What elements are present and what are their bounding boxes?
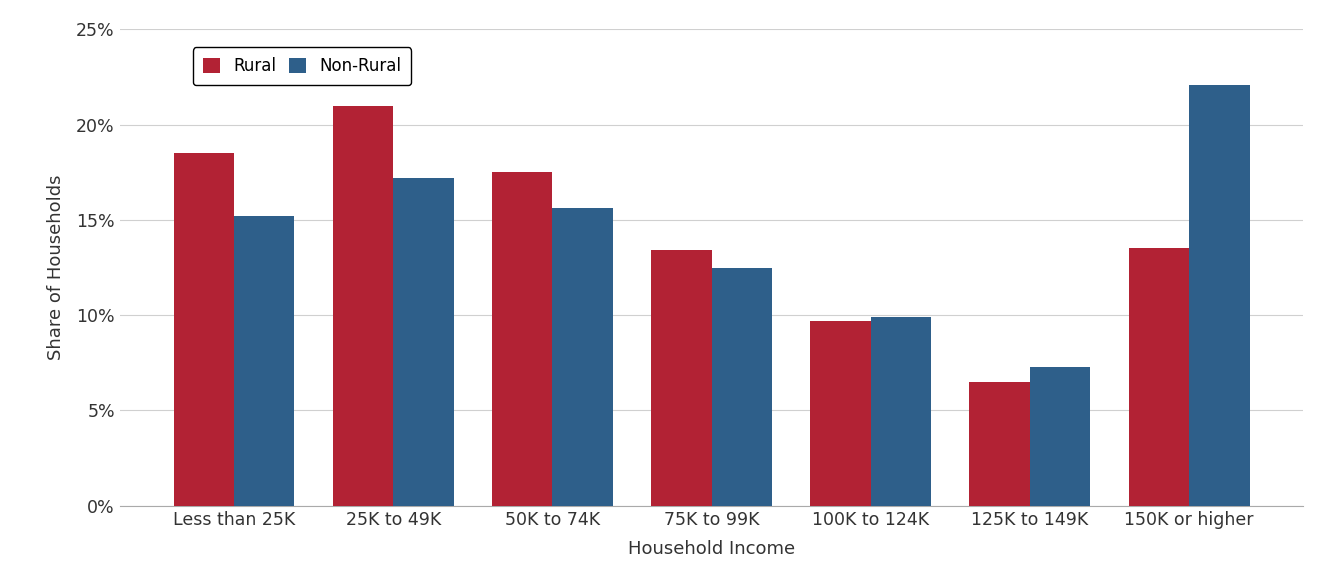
Bar [970,382,1029,506]
Bar [1129,249,1189,506]
Bar [1029,366,1091,506]
Bar [234,216,294,506]
Bar [552,209,613,506]
Bar [871,317,931,506]
Bar [173,153,234,506]
X-axis label: Household Income: Household Income [628,540,795,557]
Bar [492,172,552,506]
Bar [652,250,712,506]
Legend: Rural, Non-Rural: Rural, Non-Rural [193,47,411,85]
Bar [332,106,394,506]
Bar [810,321,871,506]
Bar [712,268,771,506]
Bar [1189,85,1250,506]
Y-axis label: Share of Households: Share of Households [47,175,65,360]
Bar [394,178,454,506]
